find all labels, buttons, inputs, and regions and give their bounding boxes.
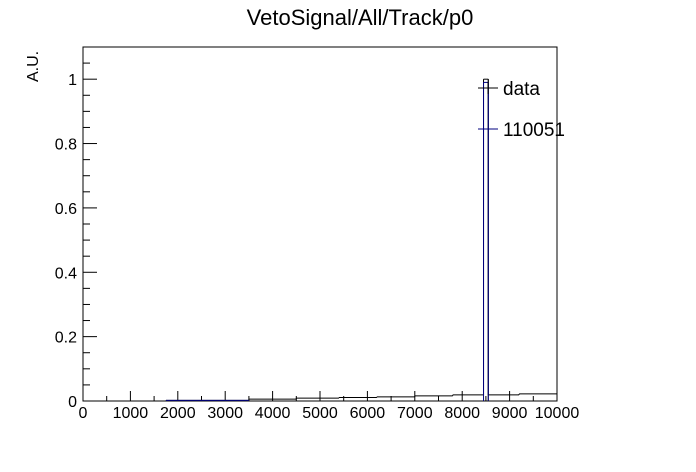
x-axis: 0 1000 2000 3000 4000 5000 6000 7000 8000 9000 100… bbox=[79, 391, 580, 422]
y-tick-label: 0.2 bbox=[55, 330, 77, 347]
chart-title: VetoSignal/All/Track/p0 bbox=[247, 5, 474, 30]
x-tick-label: 3000 bbox=[207, 405, 243, 422]
x-tick-label: 0 bbox=[79, 405, 88, 422]
x-tick-label: 5000 bbox=[302, 405, 338, 422]
legend: data 110051 bbox=[478, 79, 565, 141]
legend-label: 110051 bbox=[503, 120, 565, 141]
plot-frame bbox=[82, 46, 558, 402]
x-tick-label: 7000 bbox=[397, 405, 433, 422]
x-tick-label: 6000 bbox=[350, 405, 386, 422]
y-axis: 0 0.2 0.4 0.6 0.8 1 bbox=[55, 62, 97, 411]
x-tick-label: 1000 bbox=[113, 405, 149, 422]
x-tick-label: 4000 bbox=[255, 405, 291, 422]
x-tick-label: 9000 bbox=[492, 405, 528, 422]
x-tick-label: 2000 bbox=[160, 405, 196, 422]
y-tick-label: 1 bbox=[68, 72, 77, 89]
y-axis-title: A.U. bbox=[25, 51, 42, 82]
series-mc bbox=[165, 81, 489, 401]
plot-area bbox=[82, 46, 558, 402]
y-tick-label: 0 bbox=[68, 394, 77, 411]
y-tick-label: 0.6 bbox=[55, 201, 77, 218]
y-tick-label: 0.8 bbox=[55, 137, 77, 154]
series-layer bbox=[83, 78, 557, 402]
series-data bbox=[83, 78, 557, 402]
legend-label: data bbox=[503, 79, 540, 100]
x-tick-label: 10000 bbox=[535, 405, 580, 422]
x-tick-label: 8000 bbox=[444, 405, 480, 422]
y-tick-label: 0.4 bbox=[55, 265, 77, 282]
